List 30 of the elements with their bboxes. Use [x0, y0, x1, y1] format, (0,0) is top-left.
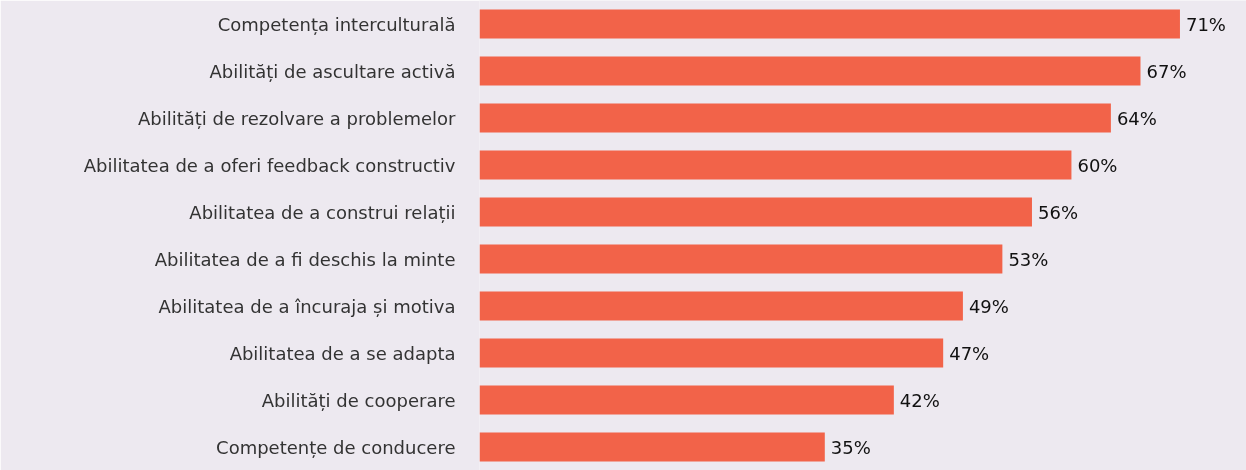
- bar: [479, 244, 1003, 274]
- data-label: 42%: [899, 389, 940, 411]
- data-label: 64%: [1116, 107, 1157, 129]
- data-label: 49%: [968, 295, 1009, 317]
- bar: [479, 103, 1111, 133]
- bar: [479, 385, 894, 415]
- y-tick-label: Abilitatea de a se adapta: [229, 342, 456, 364]
- bar: [479, 432, 825, 462]
- data-label: 71%: [1185, 13, 1226, 35]
- y-tick-label: Abilitatea de a încuraja și motiva: [158, 295, 456, 317]
- y-tick-label: Abilitatea de a construi relații: [189, 201, 456, 223]
- y-tick-label: Abilități de cooperare: [261, 389, 456, 411]
- y-tick-label: Abilitatea de a fi deschis la minte: [154, 248, 456, 270]
- y-tick-label: Competența interculturală: [217, 13, 456, 35]
- y-tick-label: Competențe de conducere: [216, 436, 456, 458]
- bar: [479, 338, 944, 368]
- y-tick-label: Abilități de ascultare activă: [209, 60, 456, 82]
- data-label: 35%: [830, 436, 871, 458]
- bar: [479, 150, 1072, 180]
- data-label: 53%: [1008, 248, 1049, 270]
- data-label: 67%: [1146, 60, 1187, 82]
- bar: [479, 197, 1032, 227]
- data-label: 56%: [1037, 201, 1078, 223]
- y-tick-label: Abilități de rezolvare a problemelor: [137, 107, 457, 129]
- data-label: 47%: [949, 342, 990, 364]
- bar: [479, 291, 963, 321]
- bar: [479, 56, 1141, 86]
- bar: [479, 9, 1180, 39]
- y-tick-label: Abilitatea de a oferi feedback constructiv: [83, 154, 456, 176]
- data-label: 60%: [1077, 154, 1118, 176]
